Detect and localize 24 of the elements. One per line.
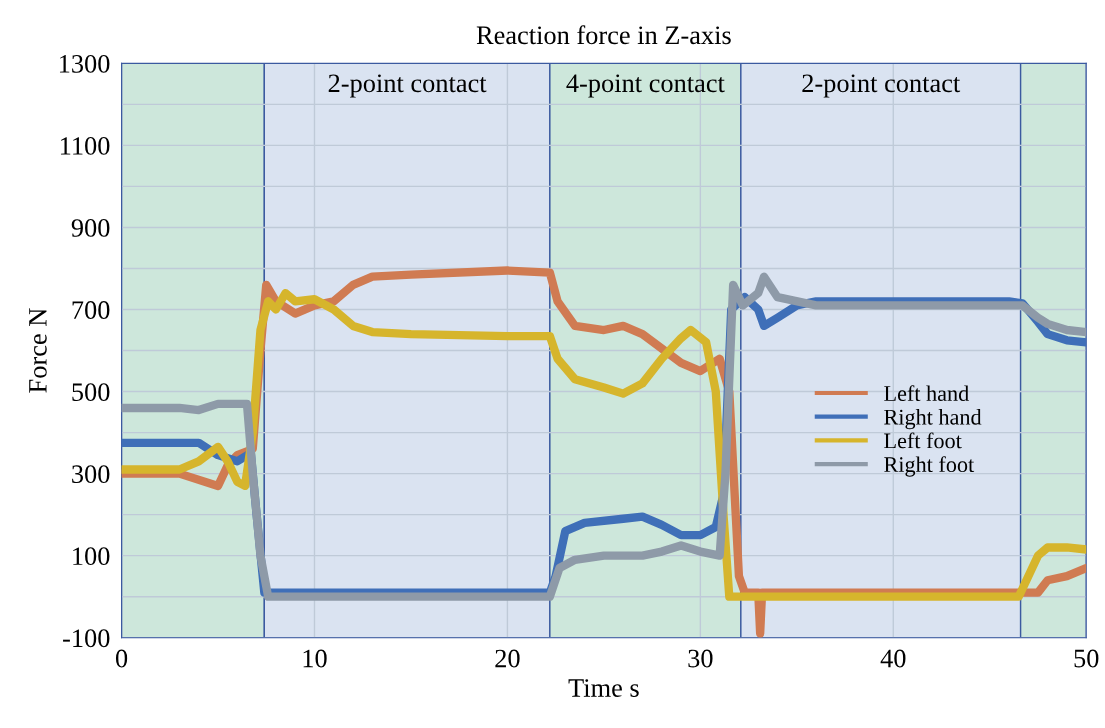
band-label: 2-point contact [802,74,961,98]
legend-label: Right foot [884,456,975,477]
y-axis-title: Force N [29,308,47,393]
y-tick-label: 1300 [59,54,110,73]
x-tick-label: 40 [880,649,906,668]
legend-label: Left foot [884,432,962,449]
x-tick-label: 0 [115,649,128,668]
x-axis-title: Time s [568,679,639,697]
y-tick-label: 700 [72,301,110,319]
x-tick-label: 30 [688,649,713,668]
legend-label: Right hand [884,409,982,430]
x-tick-label: 50 [1074,649,1099,668]
band-label: 4-point contact [566,74,725,98]
x-tick-label: 10 [303,649,327,668]
band-label: 2-point contact [328,74,487,98]
y-tick-label: 100 [73,547,110,566]
y-tick-label: -100 [63,629,110,648]
chart-title: Reaction force in Z-axis [476,25,731,45]
legend-label: Left hand [884,385,969,402]
x-tick-label: 20 [495,649,520,668]
y-tick-label: 1100 [60,137,110,155]
y-tick-label: 500 [72,383,110,401]
y-tick-label: 300 [72,465,110,484]
y-tick-label: 900 [71,219,110,237]
